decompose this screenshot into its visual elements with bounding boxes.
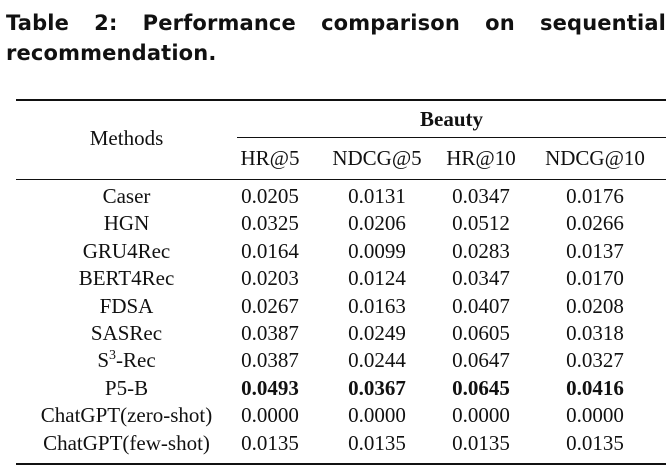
metric-cell: 0.0249 (348, 320, 406, 345)
method-name: ChatGPT(few-shot) (43, 430, 210, 455)
column-header-hr10: HR@10 (446, 146, 516, 170)
metric-cell: 0.0205 (241, 184, 299, 208)
metric-cell: 0.0000 (566, 403, 624, 428)
table-row: HGN 0.0325 0.0206 0.0512 0.0266 (0, 210, 672, 237)
metric-cell: 0.0000 (452, 403, 510, 428)
metric-cell: 0.0318 (566, 320, 624, 345)
method-name: Caser (102, 184, 151, 208)
metric-cell: 0.0387 (241, 320, 299, 345)
table-row: ChatGPT(zero-shot) 0.0000 0.0000 0.0000 0.00… (0, 402, 672, 429)
metric-cell: 0.0000 (348, 403, 406, 428)
method-name: ChatGPT(zero-shot) (40, 403, 213, 428)
table-body: Caser 0.0205 0.0131 0.0347 0.0176 HGN 0.0325 0.… (0, 183, 672, 457)
column-header-ndcg10: NDCG@10 (545, 146, 645, 170)
metric-cell: 0.0347 (452, 184, 510, 208)
metric-cell: 0.0327 (566, 348, 624, 373)
metric-cell: 0.0135 (452, 430, 510, 455)
metric-cell: 0.0387 (241, 348, 299, 373)
metric-cell: 0.0244 (348, 348, 406, 373)
metric-cell: 0.0137 (566, 238, 624, 263)
method-name: S3-Rec (97, 348, 156, 373)
metric-cell: 0.0135 (241, 430, 299, 455)
table-row: P5-B 0.0493 0.0367 0.0645 0.0416 (0, 375, 672, 402)
metric-cell: 0.0493 (241, 375, 299, 400)
metric-cell: 0.0206 (348, 211, 406, 236)
method-name: SASRec (90, 320, 163, 345)
table-row: ChatGPT(few-shot) 0.0135 0.0135 0.0135 0.013… (0, 430, 672, 457)
metric-cell: 0.0135 (348, 430, 406, 455)
metric-cell: 0.0124 (348, 266, 406, 291)
metric-cell: 0.0164 (241, 238, 299, 263)
metric-cell: 0.0645 (452, 375, 510, 400)
metric-cell: 0.0347 (452, 266, 510, 291)
metric-cell: 0.0170 (566, 266, 624, 291)
metric-cell: 0.0135 (566, 430, 624, 455)
metric-cell: 0.0283 (452, 238, 510, 263)
metric-cell: 0.0512 (452, 211, 510, 236)
table-row: Caser 0.0205 0.0131 0.0347 0.0176 (0, 183, 672, 210)
metric-cell: 0.0099 (348, 238, 406, 263)
metric-cell: 0.0131 (348, 184, 406, 208)
metric-cell: 0.0163 (348, 293, 406, 318)
table-caption: Table 2: Performance comparison on seque… (6, 11, 666, 65)
methods-header: Methods (89, 126, 164, 150)
table-row: GRU4Rec 0.0164 0.0099 0.0283 0.0137 (0, 238, 672, 265)
table-row: BERT4Rec 0.0203 0.0124 0.0347 0.0170 (0, 265, 672, 292)
top-rule (16, 99, 666, 101)
metric-cell: 0.0367 (348, 375, 406, 400)
method-name: HGN (103, 211, 150, 236)
method-name: BERT4Rec (78, 266, 175, 291)
metric-cell: 0.0266 (566, 211, 624, 236)
table-row: FDSA 0.0267 0.0163 0.0407 0.0208 (0, 293, 672, 320)
group-header-beauty: Beauty (420, 107, 483, 131)
mid-rule (16, 179, 666, 180)
method-name: FDSA (99, 293, 154, 318)
method-name: P5-B (104, 375, 149, 400)
bottom-rule (16, 463, 666, 465)
metric-cell: 0.0203 (241, 266, 299, 291)
metric-cell: 0.0000 (241, 403, 299, 428)
metric-cell: 0.0176 (566, 184, 624, 208)
column-header-hr5: HR@5 (240, 146, 300, 170)
metric-cell: 0.0325 (241, 211, 299, 236)
metric-cell: 0.0267 (241, 293, 299, 318)
method-name: GRU4Rec (82, 238, 171, 263)
table-row: SASRec 0.0387 0.0249 0.0605 0.0318 (0, 320, 672, 347)
column-header-ndcg5: NDCG@5 (332, 146, 422, 170)
metric-cell: 0.0647 (452, 348, 510, 373)
group-cmidrule (237, 137, 666, 138)
metric-cell: 0.0407 (452, 293, 510, 318)
metric-cell: 0.0416 (566, 375, 624, 400)
metric-cell: 0.0208 (566, 293, 624, 318)
metric-cell: 0.0605 (452, 320, 510, 345)
table-row: S3-Rec 0.0387 0.0244 0.0647 0.0327 (0, 347, 672, 374)
